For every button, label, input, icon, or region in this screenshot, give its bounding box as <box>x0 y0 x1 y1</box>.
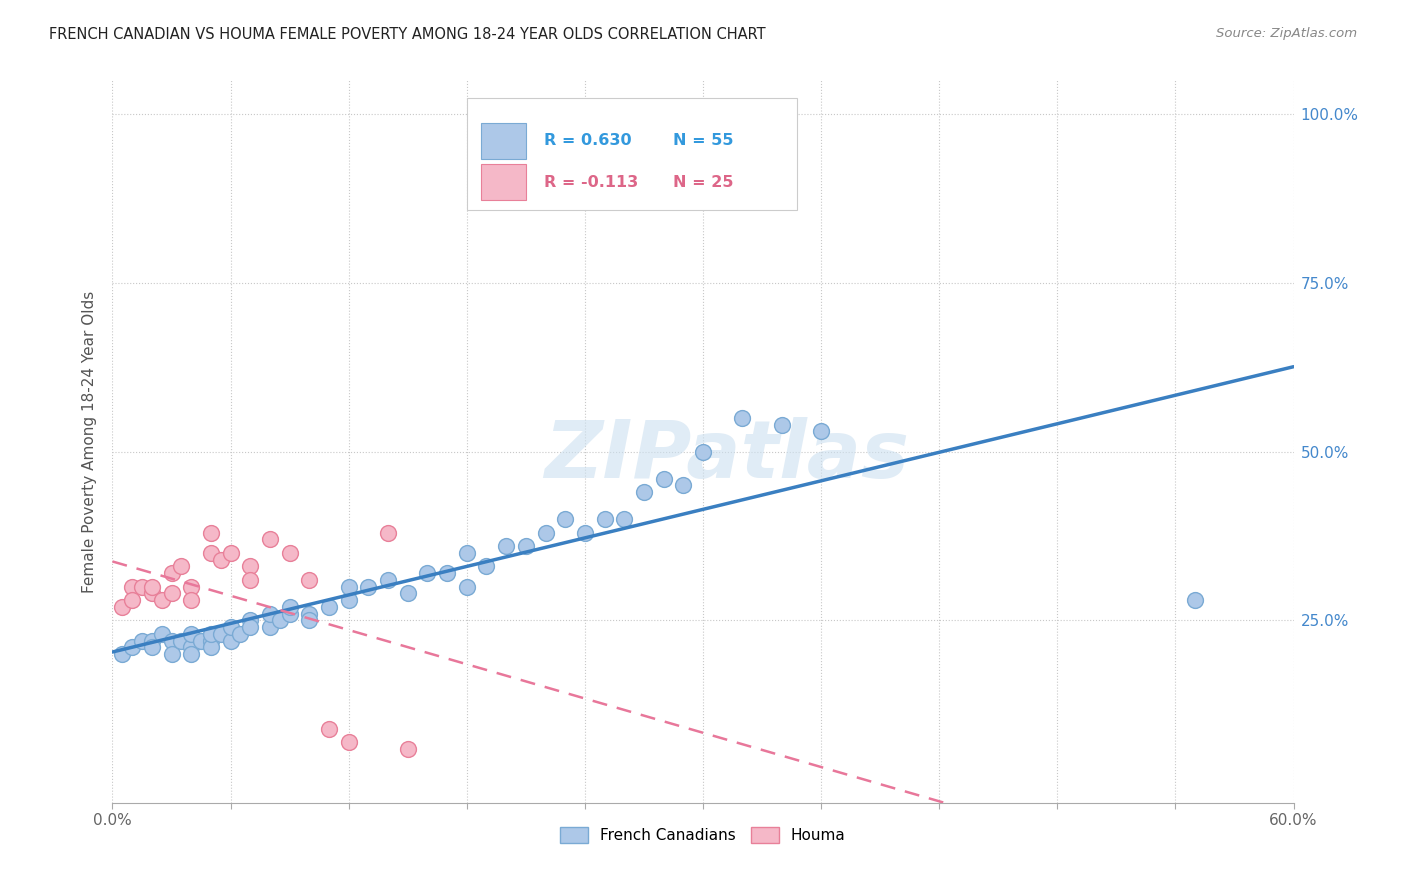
Text: ZIPatlas: ZIPatlas <box>544 417 910 495</box>
Point <box>259 620 281 634</box>
Point <box>613 512 636 526</box>
Point <box>200 525 222 540</box>
Point <box>170 559 193 574</box>
Point <box>200 627 222 641</box>
Point <box>318 599 340 614</box>
Point <box>121 593 143 607</box>
Point <box>150 627 173 641</box>
Point <box>633 485 655 500</box>
Point <box>731 411 754 425</box>
Point <box>652 472 675 486</box>
Point <box>396 586 419 600</box>
Point <box>160 566 183 581</box>
Point <box>515 539 537 553</box>
Point <box>180 580 202 594</box>
Point <box>357 580 380 594</box>
Point <box>337 580 360 594</box>
Point <box>239 573 262 587</box>
Point <box>200 546 222 560</box>
Point <box>692 444 714 458</box>
Point <box>377 525 399 540</box>
Point <box>534 525 557 540</box>
Point <box>141 580 163 594</box>
Point <box>396 741 419 756</box>
Point <box>219 546 242 560</box>
Text: R = 0.630: R = 0.630 <box>544 134 631 148</box>
FancyBboxPatch shape <box>481 123 526 159</box>
Point <box>170 633 193 648</box>
Point <box>209 627 232 641</box>
Point <box>160 633 183 648</box>
Point <box>593 512 616 526</box>
Point <box>554 512 576 526</box>
Point <box>141 586 163 600</box>
Text: N = 25: N = 25 <box>673 175 734 190</box>
Point <box>180 640 202 655</box>
Point <box>239 620 262 634</box>
Point <box>209 552 232 566</box>
Point <box>456 546 478 560</box>
FancyBboxPatch shape <box>467 98 797 211</box>
Point <box>259 533 281 547</box>
Legend: French Canadians, Houma: French Canadians, Houma <box>554 822 852 849</box>
Point <box>131 580 153 594</box>
Point <box>416 566 439 581</box>
Point <box>200 633 222 648</box>
Y-axis label: Female Poverty Among 18-24 Year Olds: Female Poverty Among 18-24 Year Olds <box>82 291 97 592</box>
Point <box>121 580 143 594</box>
Point <box>219 633 242 648</box>
Point <box>111 599 134 614</box>
Point <box>229 627 252 641</box>
Point <box>269 614 291 628</box>
Point <box>180 593 202 607</box>
Point <box>377 573 399 587</box>
Point <box>141 633 163 648</box>
Point <box>160 586 183 600</box>
Point <box>259 607 281 621</box>
Point <box>219 620 242 634</box>
Point <box>495 539 517 553</box>
Point <box>298 573 321 587</box>
Point <box>111 647 134 661</box>
Point <box>278 546 301 560</box>
Point <box>239 614 262 628</box>
Point <box>141 640 163 655</box>
Text: R = -0.113: R = -0.113 <box>544 175 638 190</box>
Point <box>160 647 183 661</box>
Point <box>318 722 340 736</box>
Point <box>200 640 222 655</box>
Point <box>298 614 321 628</box>
Point <box>574 525 596 540</box>
Point <box>770 417 793 432</box>
Point <box>298 607 321 621</box>
Text: FRENCH CANADIAN VS HOUMA FEMALE POVERTY AMONG 18-24 YEAR OLDS CORRELATION CHART: FRENCH CANADIAN VS HOUMA FEMALE POVERTY … <box>49 27 766 42</box>
Point <box>180 647 202 661</box>
Point <box>1184 593 1206 607</box>
Point <box>337 735 360 749</box>
Point <box>672 478 695 492</box>
Point <box>278 607 301 621</box>
Point <box>190 633 212 648</box>
Point <box>436 566 458 581</box>
Point <box>810 425 832 439</box>
Point <box>337 593 360 607</box>
Point <box>278 599 301 614</box>
Text: N = 55: N = 55 <box>673 134 734 148</box>
Point <box>150 593 173 607</box>
Point <box>121 640 143 655</box>
Point <box>180 627 202 641</box>
Text: Source: ZipAtlas.com: Source: ZipAtlas.com <box>1216 27 1357 40</box>
Point <box>475 559 498 574</box>
Point <box>131 633 153 648</box>
FancyBboxPatch shape <box>481 164 526 201</box>
Point <box>239 559 262 574</box>
Point <box>456 580 478 594</box>
